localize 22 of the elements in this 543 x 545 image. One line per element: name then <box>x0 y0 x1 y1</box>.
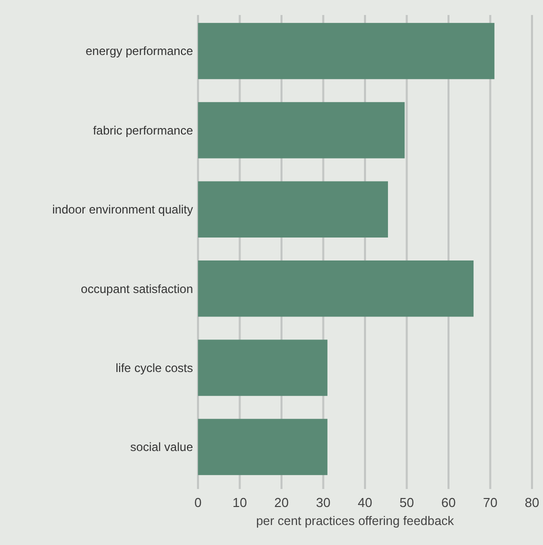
x-tick-label: 60 <box>441 495 456 510</box>
y-tick-label: occupant satisfaction <box>80 282 193 296</box>
bar <box>198 340 328 396</box>
x-tick-label: 30 <box>316 495 330 510</box>
x-tick-label: 10 <box>232 495 247 510</box>
x-tick-label: 40 <box>358 495 372 510</box>
bar <box>198 22 494 80</box>
y-tick-label: fabric performance <box>92 123 194 138</box>
bar <box>198 418 328 476</box>
x-axis-title: per cent practices offering feedback <box>256 514 455 528</box>
bar <box>198 260 474 317</box>
x-tick-label: 80 <box>524 495 540 510</box>
bar <box>198 102 405 158</box>
x-tick-label: 70 <box>483 495 498 510</box>
x-tick-label: 0 <box>194 495 202 510</box>
y-tick-label: social value <box>130 440 194 454</box>
x-tick-label: 20 <box>274 495 289 510</box>
y-tick-label: life cycle costs <box>116 360 193 375</box>
y-tick-label: indoor environment quality <box>52 202 193 217</box>
x-tick-label: 50 <box>400 495 414 510</box>
y-tick-label: energy performance <box>86 44 194 58</box>
bar <box>198 181 388 238</box>
